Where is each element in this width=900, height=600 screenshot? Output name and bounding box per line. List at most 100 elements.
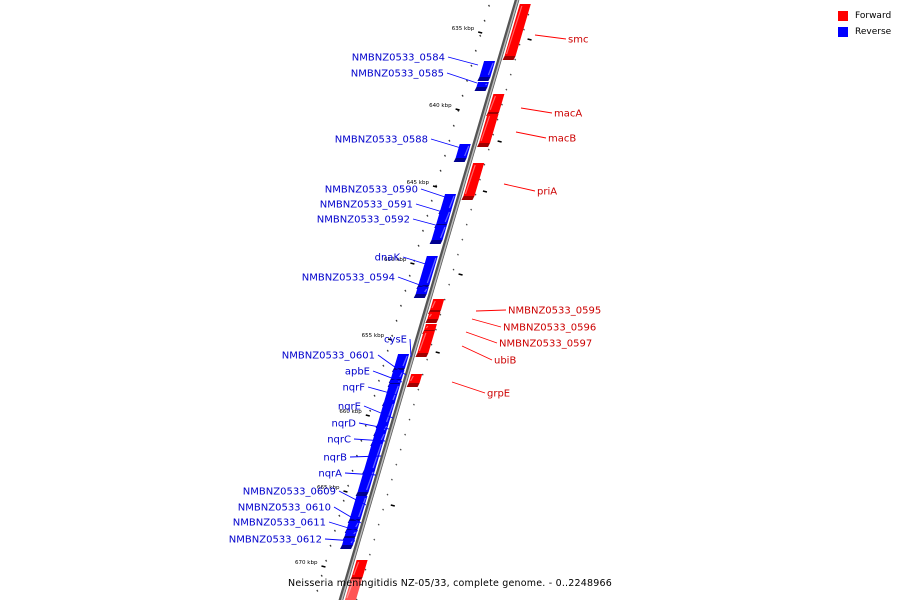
reverse-gene-block-shine (485, 83, 488, 86)
minor-tick (364, 568, 367, 571)
minor-tick (514, 58, 517, 61)
forward-gene-label: macA (554, 109, 582, 120)
ruler-tick (417, 244, 420, 247)
minor-tick (399, 448, 402, 451)
reverse-gene-label: NMBNZ0533_0594 (302, 273, 395, 284)
ruler-tick (408, 274, 411, 277)
major-tick (455, 108, 460, 111)
reverse-gene-label: nqrF (342, 383, 365, 394)
minor-tick (492, 133, 495, 136)
reverse-leader-line (353, 438, 386, 442)
minor-tick (386, 493, 389, 496)
ruler-tick (351, 469, 354, 472)
major-tick (458, 273, 463, 276)
reverse-leader-line (447, 56, 479, 66)
reverse-gene-label: NMBNZ0533_0609 (243, 487, 336, 498)
minor-tick (382, 508, 385, 511)
forward-gene-block (430, 299, 445, 310)
reverse-gene-block-shine (440, 226, 446, 239)
reverse-gene-block-shine (448, 195, 455, 209)
forward-gene-block-shine (480, 115, 491, 142)
ruler-label: 635 kbp (452, 26, 475, 32)
reverse-gene-label: dnaK (375, 253, 401, 264)
ruler-tick (426, 214, 429, 217)
ruler-tick (377, 379, 381, 382)
reverse-gene-block (342, 538, 356, 545)
reverse-gene-label: NMBNZ0533_0601 (282, 351, 375, 362)
forward-gene-label: priA (537, 187, 557, 198)
ruler-tick (452, 124, 455, 127)
ruler-tick (333, 529, 336, 532)
minor-tick (448, 283, 451, 286)
forward-gene-block (424, 324, 437, 330)
ruler-tick (461, 94, 464, 97)
ruler-tick (448, 139, 451, 142)
genome-caption: Neisseria meningitidis NZ-05/33, complet… (288, 578, 612, 589)
reverse-gene-label: nqrC (327, 435, 351, 446)
minor-tick (390, 478, 393, 481)
minor-tick (430, 343, 433, 346)
forward-gene-block-edge (425, 319, 439, 323)
reverse-gene-block-shine (392, 385, 399, 401)
reverse-gene-block (476, 82, 489, 87)
ruler-tick (479, 34, 482, 37)
minor-tick (373, 538, 376, 541)
minor-tick (408, 418, 411, 421)
ruler-label: 655 kbp (362, 333, 385, 339)
minor-tick (479, 178, 481, 181)
ruler-label: 640 kbp (429, 103, 452, 109)
major-tick (390, 504, 395, 507)
minor-tick (505, 88, 508, 91)
minor-tick (465, 223, 468, 226)
ruler-tick (404, 289, 407, 292)
reverse-gene-block (431, 225, 447, 240)
reverse-leader-line (349, 455, 382, 458)
major-tick (365, 414, 370, 417)
major-tick (343, 490, 348, 493)
ruler-tick (347, 484, 350, 487)
minor-tick (501, 103, 503, 106)
reverse-gene-block (344, 530, 358, 536)
ruler-tick (325, 559, 328, 562)
minor-tick (404, 433, 407, 436)
forward-gene-label: macB (548, 134, 576, 145)
reverse-gene-block (357, 470, 376, 492)
reverse-gene-label: nqrE (338, 402, 361, 413)
ruler-tick (329, 544, 332, 547)
reverse-gene-label: NMBNZ0533_0610 (238, 503, 331, 514)
reverse-gene-block-shine (380, 433, 385, 441)
ruler-tick (360, 439, 363, 442)
legend-item-forward: Forward (838, 9, 891, 23)
minor-tick (439, 313, 442, 316)
ruler-tick (470, 64, 473, 67)
reverse-leader-line (363, 405, 394, 419)
reverse-gene-block (393, 354, 410, 368)
forward-gene-block-shine (431, 300, 436, 309)
forward-gene-block (344, 579, 363, 600)
reverse-leader-line (402, 256, 433, 267)
forward-gene-block-edge (415, 353, 429, 357)
major-tick (482, 190, 488, 193)
forward-gene-block (351, 560, 368, 577)
reverse-gene-block-shine (358, 497, 366, 518)
forward-gene-block-edge (502, 56, 516, 60)
forward-gene-block (417, 331, 435, 353)
reverse-gene-label: cysE (384, 335, 407, 346)
legend-item-reverse: Reverse (838, 25, 891, 39)
forward-gene-block (504, 4, 531, 56)
reverse-gene-block-shine (402, 355, 408, 367)
forward-gene-block-edge (461, 196, 475, 200)
forward-gene-label: grpE (487, 389, 510, 400)
reverse-leader-line (328, 521, 359, 532)
reverse-gene-block (436, 210, 452, 224)
minor-tick (518, 43, 521, 46)
reverse-gene-block-shine (424, 288, 428, 293)
reverse-gene-label: NMBNZ0533_0584 (352, 53, 445, 64)
ruler-tick (430, 199, 433, 202)
reverse-gene-label: NMBNZ0533_0611 (233, 518, 326, 529)
reverse-leader-line (367, 386, 398, 396)
reverse-leader-line (420, 188, 452, 200)
forward-gene-block-shine (353, 561, 360, 576)
major-tick (527, 38, 532, 41)
